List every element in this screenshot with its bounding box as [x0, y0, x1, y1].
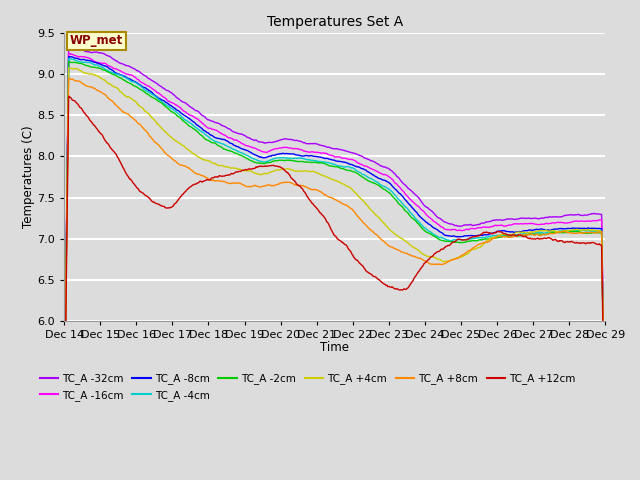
TC_A -4cm: [210, 138, 218, 144]
TC_A -8cm: [71, 55, 79, 61]
TC_A +12cm: [65, 93, 72, 99]
TC_A -16cm: [417, 206, 425, 212]
TC_A +12cm: [127, 176, 134, 182]
TC_A -4cm: [417, 221, 425, 227]
Line: TC_A -32cm: TC_A -32cm: [64, 47, 605, 465]
TC_A +12cm: [182, 189, 189, 194]
TC_A -8cm: [210, 134, 218, 140]
TC_A +4cm: [210, 161, 218, 167]
TC_A -4cm: [401, 204, 409, 209]
TC_A +8cm: [602, 471, 609, 477]
TC_A -8cm: [127, 76, 134, 82]
TC_A -16cm: [71, 52, 79, 58]
TC_A +4cm: [127, 95, 134, 101]
TC_A +4cm: [401, 238, 409, 244]
TC_A -8cm: [60, 433, 68, 439]
Line: TC_A -2cm: TC_A -2cm: [64, 61, 605, 476]
TC_A +8cm: [401, 250, 409, 256]
Text: WP_met: WP_met: [70, 35, 123, 48]
TC_A -16cm: [182, 109, 189, 115]
Line: TC_A -16cm: TC_A -16cm: [64, 53, 605, 468]
TC_A -2cm: [182, 120, 189, 125]
Line: TC_A +12cm: TC_A +12cm: [64, 96, 605, 480]
TC_A +4cm: [182, 144, 189, 150]
TC_A +8cm: [182, 163, 189, 169]
TC_A +12cm: [401, 287, 409, 292]
TC_A -2cm: [65, 59, 72, 64]
TC_A -32cm: [602, 462, 609, 468]
TC_A -2cm: [127, 81, 134, 86]
TC_A -32cm: [60, 427, 68, 433]
TC_A -8cm: [602, 470, 609, 476]
TC_A +8cm: [60, 444, 68, 449]
TC_A +4cm: [65, 65, 72, 71]
TC_A -32cm: [71, 44, 79, 49]
TC_A +4cm: [60, 438, 68, 444]
TC_A +12cm: [71, 98, 79, 104]
TC_A -16cm: [602, 465, 609, 470]
Title: Temperatures Set A: Temperatures Set A: [267, 15, 403, 29]
TC_A -4cm: [127, 78, 134, 84]
Line: TC_A +8cm: TC_A +8cm: [64, 78, 605, 474]
TC_A +4cm: [602, 472, 609, 478]
TC_A -16cm: [65, 50, 72, 56]
TC_A -32cm: [127, 64, 134, 70]
Legend: TC_A -32cm, TC_A -16cm, TC_A -8cm, TC_A -4cm, TC_A -2cm, TC_A +4cm, TC_A +8cm, T: TC_A -32cm, TC_A -16cm, TC_A -8cm, TC_A …: [35, 370, 580, 405]
TC_A -2cm: [210, 140, 218, 146]
TC_A +8cm: [210, 178, 218, 183]
TC_A +4cm: [417, 250, 425, 255]
TC_A -4cm: [60, 434, 68, 440]
TC_A +8cm: [417, 256, 425, 262]
TC_A -16cm: [210, 127, 218, 132]
TC_A -32cm: [182, 100, 189, 106]
Line: TC_A -8cm: TC_A -8cm: [64, 57, 605, 473]
TC_A +12cm: [60, 451, 68, 457]
TC_A -8cm: [67, 54, 75, 60]
TC_A -16cm: [401, 191, 409, 197]
TC_A -8cm: [182, 113, 189, 119]
Line: TC_A +4cm: TC_A +4cm: [64, 68, 605, 475]
TC_A -4cm: [602, 471, 609, 477]
TC_A -8cm: [417, 215, 425, 220]
TC_A +8cm: [127, 113, 134, 119]
TC_A -16cm: [127, 72, 134, 78]
Line: TC_A -4cm: TC_A -4cm: [64, 59, 605, 474]
TC_A -2cm: [60, 435, 68, 441]
TC_A +4cm: [71, 66, 79, 72]
TC_A -32cm: [210, 119, 218, 125]
X-axis label: Time: Time: [320, 341, 349, 354]
TC_A -2cm: [401, 208, 409, 214]
TC_A -32cm: [65, 44, 73, 49]
TC_A +8cm: [71, 78, 79, 84]
TC_A -32cm: [401, 182, 409, 188]
Y-axis label: Temperatures (C): Temperatures (C): [22, 126, 35, 228]
TC_A +12cm: [417, 265, 425, 271]
TC_A +8cm: [65, 75, 73, 81]
TC_A -2cm: [71, 60, 79, 65]
TC_A -4cm: [71, 57, 79, 63]
TC_A -4cm: [65, 56, 73, 61]
TC_A -16cm: [60, 431, 68, 437]
TC_A -2cm: [602, 473, 609, 479]
TC_A -8cm: [401, 197, 409, 203]
TC_A -4cm: [182, 117, 189, 123]
TC_A -2cm: [417, 224, 425, 230]
TC_A +12cm: [210, 174, 218, 180]
TC_A -32cm: [417, 198, 425, 204]
